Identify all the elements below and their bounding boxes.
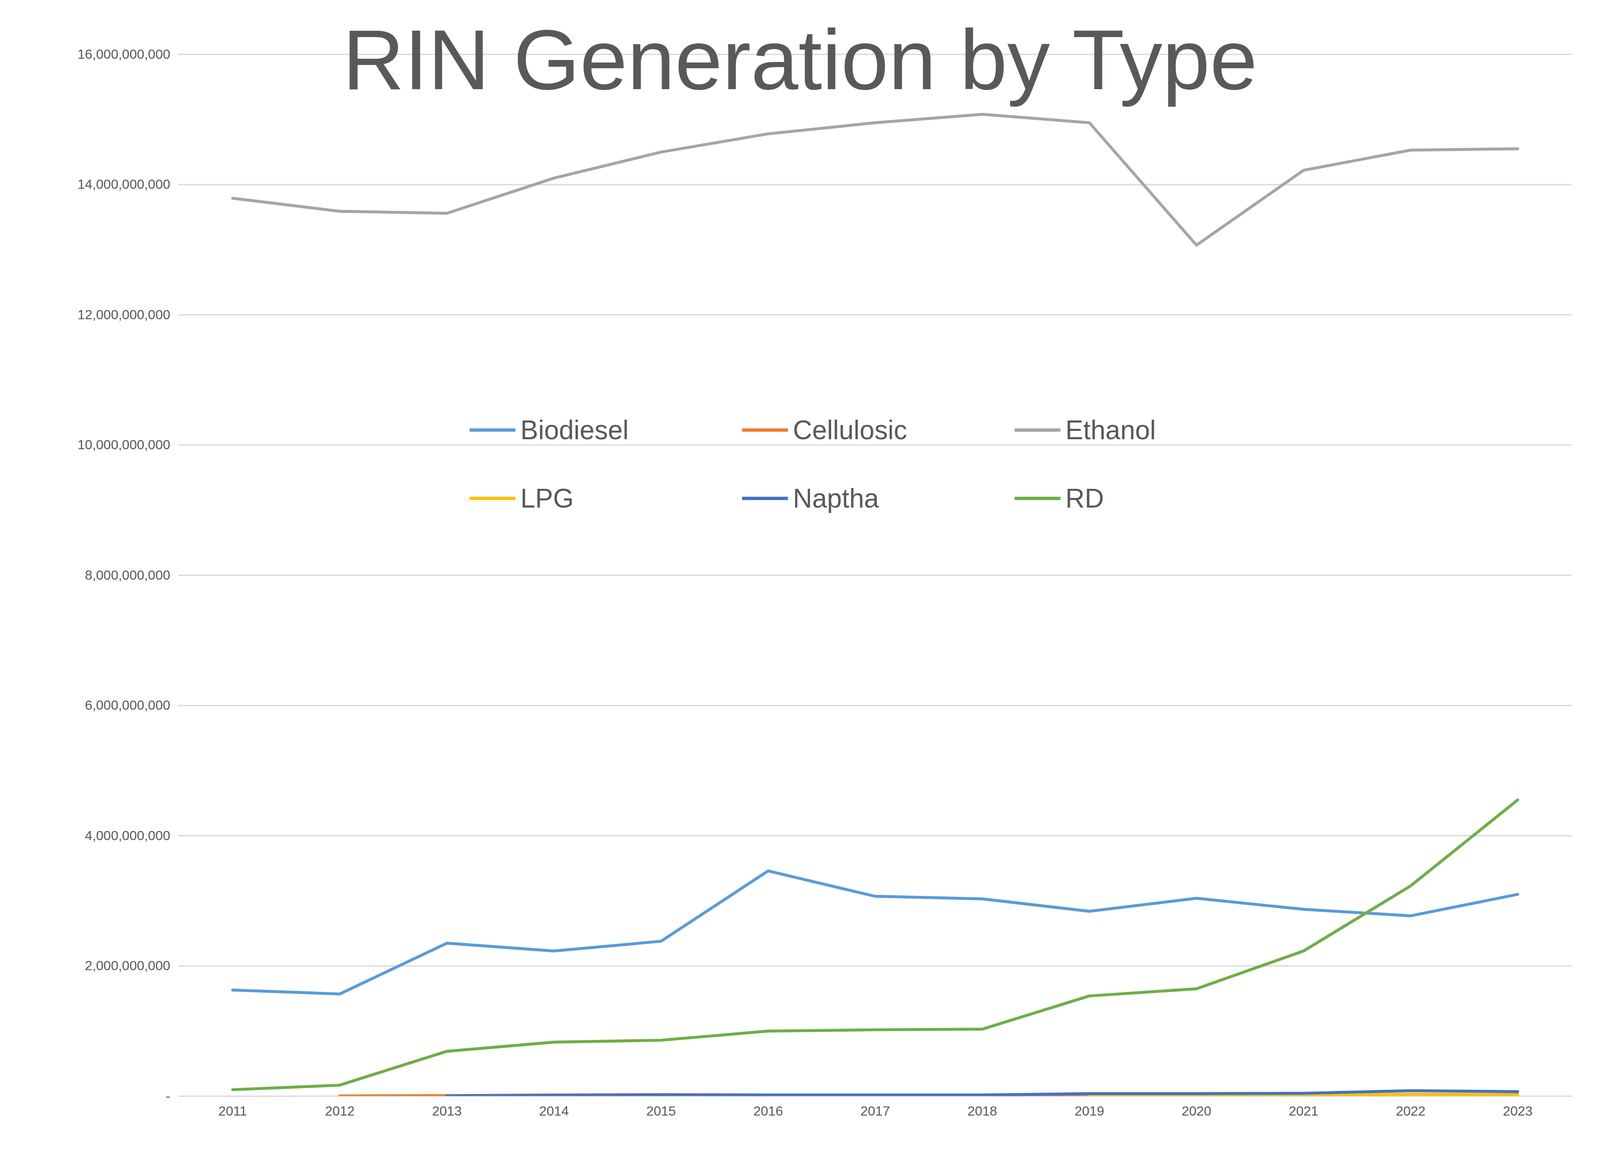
- svg-text:2,000,000,000: 2,000,000,000: [85, 957, 171, 973]
- svg-text:2013: 2013: [432, 1103, 462, 1119]
- svg-text:2023: 2023: [1502, 1103, 1533, 1119]
- html-text:Ethanol: Ethanol: [1065, 415, 1156, 445]
- svg-text:10,000,000,000: 10,000,000,000: [77, 437, 170, 453]
- svg-text:16,000,000,000: 16,000,000,000: [77, 46, 170, 62]
- svg-text:2018: 2018: [967, 1103, 998, 1119]
- svg-text:12,000,000,000: 12,000,000,000: [77, 307, 170, 323]
- svg-text:4,000,000,000: 4,000,000,000: [85, 827, 171, 843]
- html-text:Biodiesel: Biodiesel: [520, 415, 629, 445]
- svg-text:-: -: [165, 1088, 171, 1104]
- svg-text:2019: 2019: [1074, 1103, 1105, 1119]
- svg-text:2015: 2015: [646, 1103, 676, 1119]
- svg-text:2012: 2012: [325, 1103, 355, 1119]
- svg-text:2022: 2022: [1395, 1103, 1426, 1119]
- svg-text:2017: 2017: [860, 1103, 890, 1119]
- svg-text:2016: 2016: [753, 1103, 783, 1119]
- html-text:Naptha: Naptha: [792, 483, 879, 514]
- svg-text:2020: 2020: [1181, 1103, 1212, 1119]
- html-text:RIN Generation by Type: RIN Generation by Type: [342, 11, 1258, 108]
- svg-text:2014: 2014: [539, 1103, 569, 1119]
- html-text:Cellulosic: Cellulosic: [792, 415, 908, 445]
- svg-text:14,000,000,000: 14,000,000,000: [77, 176, 170, 192]
- html-text:LPG: LPG: [520, 483, 574, 514]
- svg-text:6,000,000,000: 6,000,000,000: [85, 697, 171, 713]
- html-text:RD: RD: [1065, 483, 1104, 514]
- svg-text:8,000,000,000: 8,000,000,000: [85, 567, 171, 583]
- svg-text:2011: 2011: [218, 1103, 248, 1119]
- svg-text:2021: 2021: [1288, 1103, 1319, 1119]
